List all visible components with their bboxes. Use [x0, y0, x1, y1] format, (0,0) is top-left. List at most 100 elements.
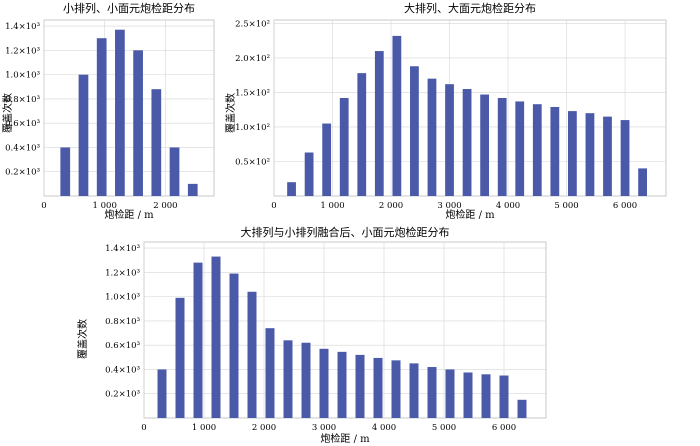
bar — [427, 78, 437, 196]
y-tick-label: 1.4×10³ — [105, 244, 140, 254]
bar — [211, 256, 221, 418]
bar — [515, 101, 525, 196]
bar — [585, 113, 595, 196]
y-tick-label: 1.2×10³ — [105, 268, 140, 278]
x-tick-label: 1 000 — [320, 201, 344, 211]
bar — [96, 38, 107, 197]
bar — [229, 273, 239, 418]
bar — [410, 66, 419, 196]
chart-merged: 大排列与小排列融合后、小面元炮检距分布 炮检距 / m 覆盖次数 0.2×10³… — [76, 225, 547, 445]
bar — [355, 354, 365, 418]
bar — [517, 399, 527, 418]
x-axis-label: 炮检距 / m — [104, 208, 154, 221]
y-axis-label: 覆盖次数 — [76, 319, 89, 359]
bar — [187, 183, 198, 196]
x-tick-label: 4 000 — [496, 201, 520, 211]
bar — [480, 94, 490, 196]
bar — [337, 351, 347, 418]
y-tick-label: 1.0×10³ — [105, 293, 140, 303]
bar — [427, 367, 437, 418]
y-tick-label: 2.0×10² — [235, 54, 270, 64]
bar — [283, 340, 293, 418]
bar — [638, 168, 647, 196]
y-tick-label: 2.5×10² — [235, 19, 270, 29]
bar — [322, 123, 332, 196]
x-axis-label: 炮检距 / m — [320, 432, 370, 445]
chart-panel-merged: 大排列与小排列融合后、小面元炮检距分布 炮检距 / m 覆盖次数 0.2×10³… — [60, 224, 570, 446]
x-tick-label: 5 000 — [432, 423, 456, 433]
bar — [339, 97, 349, 196]
bar — [462, 89, 472, 196]
x-tick-label: 0 — [141, 423, 146, 433]
x-tick-label: 0 — [271, 201, 276, 211]
bar — [409, 363, 419, 418]
bar — [78, 74, 89, 196]
y-tick-label: 0.4×10³ — [5, 143, 40, 153]
chart-small-spread: 小排列、小面元炮检距分布 炮检距 / m 覆盖次数 0.2×10³ 0.4×10³… — [1, 1, 215, 221]
x-tick-label: 3 000 — [312, 423, 336, 433]
y-tick-label: 1.0×10³ — [5, 71, 40, 81]
bar — [392, 35, 402, 196]
bar — [60, 147, 71, 196]
bar — [445, 369, 455, 418]
bar — [193, 262, 203, 418]
bar — [157, 369, 167, 418]
bar — [287, 182, 296, 196]
bar — [319, 348, 329, 418]
y-tick-label: 0.4×10³ — [105, 365, 140, 375]
bar — [550, 106, 560, 196]
bar — [568, 111, 577, 196]
bar — [499, 375, 509, 418]
bar — [133, 50, 143, 197]
bar — [603, 116, 612, 196]
chart-title: 大排列、大面元炮检距分布 — [404, 1, 536, 15]
y-tick-label: 0.6×10³ — [105, 341, 140, 351]
bar — [463, 372, 473, 418]
bar — [497, 97, 507, 196]
x-tick-label: 2 000 — [252, 423, 276, 433]
bar — [620, 120, 630, 196]
bar — [304, 152, 314, 196]
bar — [247, 291, 257, 418]
x-axis-label: 炮检距 / m — [445, 208, 495, 221]
plot-area: 0.5×10² 1.0×10² 1.5×10² 2.0×10² 2.5×10² 0 1 00… — [235, 19, 667, 211]
y-tick-label: 0.8×10³ — [5, 95, 40, 105]
chart-panel-small-spread: 小排列、小面元炮检距分布 炮检距 / m 覆盖次数 0.2×10³ 0.4×10³… — [0, 0, 226, 224]
chart-panel-large-spread: 大排列、大面元炮检距分布 炮检距 / m 覆盖次数 0.5×10² 1.0×10²… — [224, 0, 700, 224]
x-tick-label: 0 — [41, 201, 46, 211]
y-tick-label: 1.0×10² — [235, 123, 270, 133]
y-tick-label: 0.2×10³ — [5, 168, 40, 178]
x-tick-label: 4 000 — [372, 423, 396, 433]
bar — [115, 29, 125, 197]
x-tick-label: 5 000 — [554, 201, 578, 211]
bar — [481, 374, 491, 418]
bar — [373, 357, 383, 418]
x-tick-label: 6 000 — [613, 201, 637, 211]
bar — [169, 147, 180, 196]
y-tick-label: 0.8×10³ — [105, 317, 140, 327]
x-tick-label: 2 000 — [379, 201, 403, 211]
bar — [391, 360, 401, 418]
bar — [532, 104, 542, 196]
x-tick-label: 1 000 — [192, 423, 216, 433]
bar — [151, 89, 162, 196]
chart-title: 小排列、小面元炮检距分布 — [63, 1, 195, 15]
y-tick-label: 0.5×10² — [235, 157, 270, 167]
y-tick-label: 1.5×10² — [235, 88, 270, 98]
y-tick-label: 0.6×10³ — [5, 119, 40, 129]
plot-area: 0.2×10³ 0.4×10³ 0.6×10³ 0.8×10³ 1.0×10³ 1.2×1… — [5, 19, 215, 211]
bar — [445, 84, 454, 196]
chart-title: 大排列与小排列融合后、小面元炮检距分布 — [241, 225, 450, 239]
plot-area: 0.2×10³ 0.4×10³ 0.6×10³ 0.8×10³ 1.0×10³ 1.2×1… — [105, 241, 547, 433]
x-tick-label: 1 000 — [93, 201, 117, 211]
x-tick-label: 6 000 — [492, 423, 516, 433]
x-tick-label: 3 000 — [437, 201, 461, 211]
y-axis-label: 覆盖次数 — [224, 93, 237, 133]
bar — [357, 73, 367, 196]
y-tick-label: 0.2×10³ — [105, 390, 140, 400]
chart-large-spread: 大排列、大面元炮检距分布 炮检距 / m 覆盖次数 0.5×10² 1.0×10²… — [224, 1, 667, 221]
bar — [265, 328, 275, 418]
y-axis-label: 覆盖次数 — [1, 93, 14, 133]
bar — [374, 51, 384, 196]
y-tick-label: 1.2×10³ — [5, 46, 40, 56]
